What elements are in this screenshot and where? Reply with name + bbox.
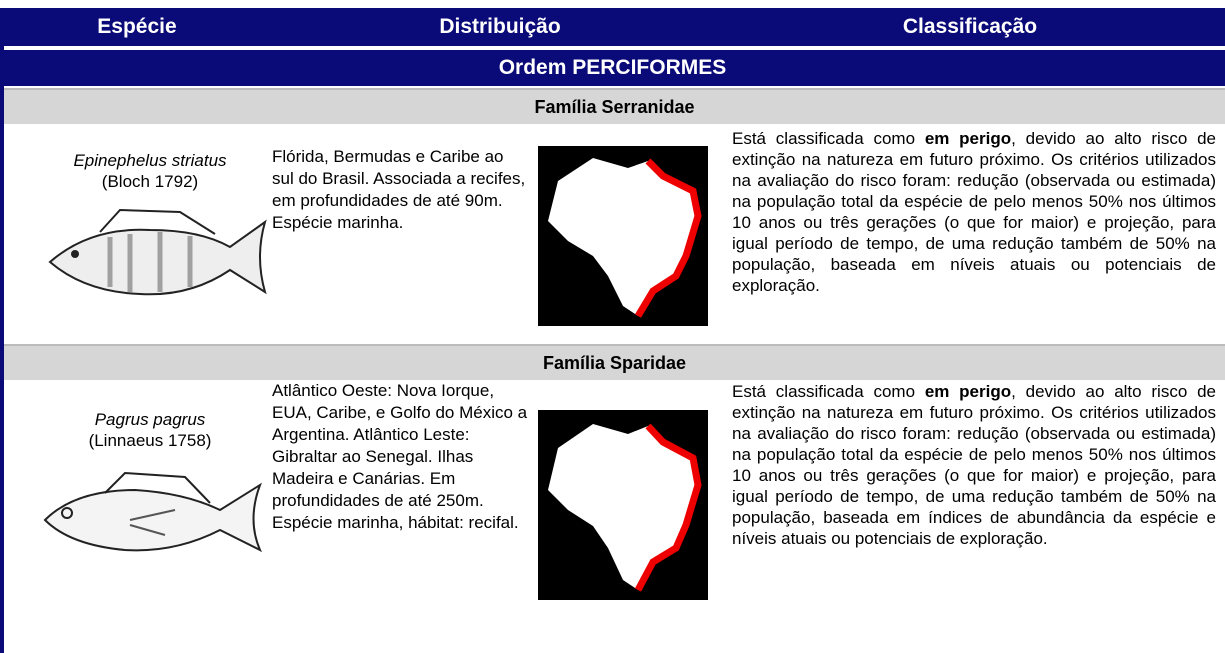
species-author: (Bloch 1792): [101, 172, 199, 191]
distribution-map: [538, 410, 708, 600]
distribution-text: Atlântico Oeste: Nova Iorque, EUA, Carib…: [272, 381, 528, 532]
distribution: Atlântico Oeste: Nova Iorque, EUA, Carib…: [272, 380, 708, 600]
classification: Está classificada como em perigo, devido…: [732, 381, 1216, 549]
species-name: Epinephelus striatus: [73, 151, 227, 170]
species-name: Pagrus pagrus: [94, 410, 206, 429]
distribution-map: [538, 146, 708, 326]
header-row: Espécie Distribuição Classificação: [0, 8, 1225, 46]
status: em perigo: [924, 129, 1012, 148]
header-cell: Classificação: [902, 15, 1038, 38]
fish-illustration: [48, 208, 267, 296]
family-row: Família Sparidae: [4, 344, 1225, 380]
status: em perigo: [924, 382, 1012, 401]
family-row: Família Serranidae: [4, 88, 1225, 124]
header-cell: Espécie: [97, 15, 177, 38]
header-cell: Distribuição: [439, 15, 561, 38]
species: Pagrus pagrus (Linnaeus 1758): [4, 409, 296, 565]
species-author: (Linnaeus 1758): [88, 431, 212, 450]
distribution: Flórida, Bermudas e Caribe ao sul do Bra…: [272, 146, 708, 326]
fish-illustration: [43, 471, 263, 553]
classification-text: , devido ao alto risco de extinção na na…: [732, 129, 1216, 295]
distribution-text: Flórida, Bermudas e Caribe ao sul do Bra…: [272, 147, 526, 232]
classification: Está classificada como em perigo, devido…: [732, 128, 1216, 296]
classification-text: Está classificada como: [732, 129, 925, 148]
left-border: [0, 8, 4, 653]
species: Epinephelus striatus (Bloch 1792): [4, 150, 296, 312]
order-row: Ordem PERCIFORMES: [0, 50, 1225, 86]
classification-text: , devido ao alto risco de extinção na na…: [732, 382, 1216, 548]
classification-text: Está classificada como: [732, 382, 925, 401]
